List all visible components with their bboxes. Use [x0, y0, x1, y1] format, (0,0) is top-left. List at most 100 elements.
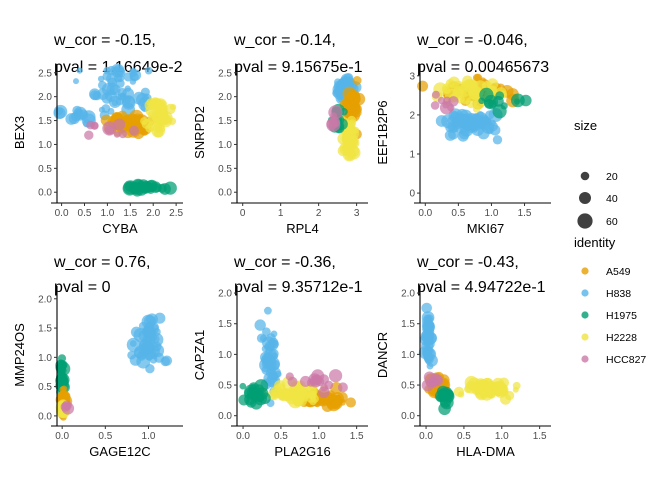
legend-size-key: [577, 213, 593, 229]
point-h838: [130, 67, 137, 74]
point-h1975: [500, 102, 508, 110]
point-h838: [154, 312, 166, 324]
y-tick-label: 1.0: [38, 353, 52, 364]
y-tick-label: 1.5: [218, 116, 232, 127]
y-tick-label: 0: [409, 189, 415, 200]
panel-title-line2: pval = 0: [54, 279, 111, 296]
point-hcc827: [90, 122, 99, 130]
y-tick-label: 1.5: [401, 319, 415, 330]
legend-size-key: [579, 192, 591, 204]
point-h2228: [145, 105, 156, 116]
point-h838: [262, 327, 271, 337]
point-h2228: [464, 78, 476, 91]
point-h2228: [453, 386, 464, 397]
x-tick-label: 0.5: [98, 431, 112, 442]
x-tick-label: 2.0: [146, 208, 160, 219]
point-hcc827: [118, 129, 128, 139]
point-h838: [144, 66, 153, 75]
y-tick-label: 2.0: [218, 289, 232, 300]
y-tick-label: 1: [409, 150, 415, 161]
point-h838: [130, 326, 142, 338]
x-tick-label: 1.0: [495, 431, 509, 442]
point-h2228: [165, 103, 176, 115]
legend-identity-label: A549: [606, 266, 631, 278]
point-h838: [492, 135, 503, 145]
point-h2228: [347, 145, 360, 158]
y-tick-label: 2.0: [401, 289, 415, 300]
y-axis-label: SNRPD2: [192, 106, 207, 159]
y-tick-label: 1.0: [218, 140, 232, 151]
point-hcc827: [328, 105, 343, 120]
x-tick-label: 2: [316, 208, 322, 219]
point-h838: [76, 67, 83, 74]
x-tick-label: 1.5: [123, 208, 137, 219]
y-axis-label: DANCR: [375, 332, 390, 378]
x-axis-label: CYBA: [102, 221, 138, 236]
point-h838: [424, 338, 435, 350]
point-h838: [476, 111, 484, 119]
panel-title-line1: w_cor = -0.14,: [233, 32, 336, 49]
point-h838: [129, 72, 139, 82]
legend: size 20 40 60 identity A549 H838 H1975 H2228 HCC8…: [574, 118, 646, 366]
panel-2: w_cor = -0.14, pval = 9.15675e-1 0 1 2 3 0.0 0.…: [192, 32, 368, 236]
x-tick-label: 0.5: [451, 208, 465, 219]
point-h838: [115, 93, 123, 101]
point-h1975: [435, 389, 448, 403]
point-h1975: [520, 94, 532, 107]
y-axis-label: CAPZA1: [192, 330, 207, 381]
point-h838: [270, 330, 278, 338]
point-a549: [351, 103, 362, 115]
point-h838: [65, 113, 78, 125]
point-h838: [422, 324, 432, 334]
panel-1: w_cor = -0.15,pval = 1.16649e-20.0 0.5 1.0…: [12, 32, 184, 236]
x-tick-label: 0.0: [419, 431, 433, 442]
point-h838: [127, 350, 136, 360]
point-h838: [143, 322, 155, 334]
point-a549: [352, 76, 362, 85]
y-tick-label: 2.0: [38, 294, 52, 305]
point-h838: [487, 121, 498, 132]
y-tick-label: 0.0: [38, 411, 52, 422]
x-tick-label: 0.0: [236, 431, 250, 442]
point-a549: [472, 73, 481, 82]
y-tick-label: 1.0: [401, 350, 415, 361]
y-tick-label: 2.5: [218, 68, 232, 79]
legend-identity-label: H1975: [606, 310, 637, 322]
points: [53, 63, 177, 197]
y-axis-label: BEX3: [12, 116, 27, 149]
y-axis-label: EEF1B2P6: [375, 100, 390, 164]
point-hcc827: [430, 101, 440, 110]
point-hcc827: [60, 402, 71, 412]
y-tick-label: 2.0: [38, 92, 52, 103]
point-h1975: [239, 382, 247, 390]
point-h838: [259, 334, 268, 342]
x-tick-label: 1.0: [312, 431, 326, 442]
y-tick-label: 0.0: [218, 411, 232, 422]
point-h2228: [159, 114, 173, 128]
point-hcc827: [329, 369, 343, 383]
x-tick-label: 0.5: [78, 208, 92, 219]
legend-size-key: [580, 171, 590, 181]
legend-size-title: size: [574, 118, 597, 133]
x-tick-label: 1.0: [100, 208, 114, 219]
x-tick-label: 1.0: [485, 208, 499, 219]
x-axis-label: RPL4: [286, 221, 319, 236]
point-h2228: [140, 117, 149, 126]
point-h838: [458, 128, 470, 140]
point-h838: [98, 80, 107, 90]
point-hcc827: [113, 118, 126, 131]
point-h2228: [153, 127, 164, 138]
points: [238, 306, 356, 413]
y-tick-label: 0.5: [38, 382, 52, 393]
point-h1975: [59, 365, 66, 373]
point-h2228: [307, 390, 317, 399]
x-tick-label: 0.5: [274, 431, 288, 442]
panel-title-line2: pval = 9.15675e-1: [234, 59, 363, 76]
legend-identity-key: [581, 289, 589, 297]
legend-identity-label: H838: [606, 288, 631, 300]
point-h838: [421, 316, 433, 327]
legend-identity-title: identity: [574, 235, 616, 250]
point-h838: [89, 90, 100, 101]
point-h838: [448, 129, 459, 140]
